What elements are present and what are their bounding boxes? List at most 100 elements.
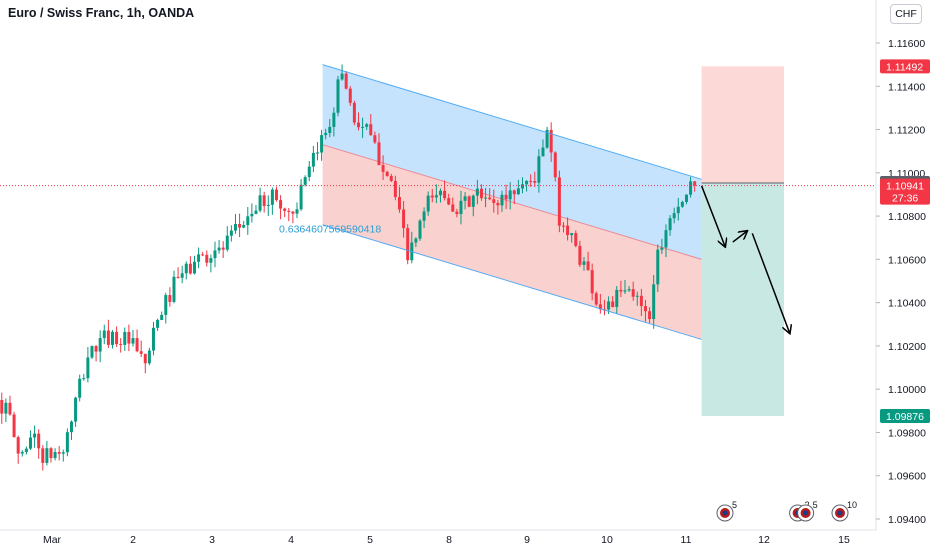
regression-lower-fill (322, 144, 702, 340)
candle-body (123, 331, 127, 345)
candle-body (430, 195, 434, 198)
candle-body (82, 378, 86, 380)
candle-body (160, 314, 164, 320)
candle-body (131, 338, 135, 344)
candle-body (414, 238, 418, 243)
candle-body (197, 254, 201, 262)
candle-body (307, 166, 311, 178)
candle-body (561, 225, 565, 227)
candle-body (447, 198, 451, 205)
candle-body (684, 194, 688, 202)
candle-body (156, 319, 160, 328)
x-tick-label: 9 (524, 534, 530, 546)
candle-body (549, 129, 553, 153)
forecast-arrow (700, 185, 725, 247)
y-tick-label: 1.09600 (888, 471, 926, 483)
candle-body (426, 195, 430, 212)
candle-body (385, 171, 389, 176)
flag-icon-center (803, 510, 809, 516)
currency-button[interactable]: CHF (890, 4, 922, 24)
candle-body (643, 306, 647, 312)
candle-body (352, 102, 356, 123)
candle-body (520, 184, 524, 189)
event-count: 5 (813, 500, 818, 510)
candle-body (590, 270, 594, 294)
candle-body (28, 437, 32, 449)
candle-body (86, 357, 90, 379)
candle-body (328, 126, 332, 133)
price-tag[interactable] (880, 59, 930, 74)
candle-body (213, 250, 217, 259)
candle-body (492, 199, 496, 203)
candle-body (397, 197, 401, 210)
candle-body (607, 301, 611, 310)
flag-icon-center (722, 510, 728, 516)
candle-body (69, 421, 73, 433)
candle-body (672, 213, 676, 219)
time-axis[interactable]: Mar 2 3 4 5 8 9 10 11 12 15 (0, 529, 876, 546)
candle-body (365, 124, 369, 127)
candle-body (377, 142, 381, 166)
candle-body (557, 177, 561, 226)
candle-body (139, 351, 143, 354)
candle-body (16, 437, 20, 454)
candle-body (180, 273, 184, 278)
x-tick-label: 4 (288, 534, 294, 546)
price-tag[interactable] (880, 178, 930, 205)
price-axis-bg (875, 0, 932, 550)
candle-body (188, 263, 192, 274)
candle-body (479, 188, 483, 199)
candle-body (451, 204, 455, 212)
candle-body (545, 129, 549, 148)
candle-body (135, 338, 139, 352)
candle-body (115, 331, 119, 345)
candle-body (127, 331, 131, 344)
candle-body (463, 196, 467, 201)
candle-body (631, 289, 635, 297)
y-tick-label: 1.09400 (888, 514, 926, 526)
candle-body (332, 112, 336, 127)
candle-body (0, 400, 4, 414)
candle-body (529, 180, 533, 182)
candle-body (201, 254, 205, 256)
price-tag[interactable] (880, 409, 930, 424)
price-tag-label: 1.09876 (886, 411, 924, 423)
regression-upper-fill (322, 64, 702, 260)
x-tick-label: 12 (758, 534, 770, 546)
candle-body (324, 132, 328, 136)
candle-body (172, 276, 176, 302)
candle-body (676, 206, 680, 214)
candle-body (233, 223, 237, 231)
regression-channel-label: 0.6364607569590418 (279, 224, 381, 236)
candle-body (291, 211, 295, 214)
candle-body (660, 247, 664, 250)
candle-body (656, 249, 660, 285)
candle-body (176, 276, 180, 278)
candle-body (484, 197, 488, 199)
candle-body (254, 210, 258, 214)
candle-body (24, 448, 28, 453)
y-tick-label: 1.10600 (888, 254, 926, 266)
events-layer[interactable]: 52510 (716, 500, 857, 522)
candles-layer (0, 64, 697, 471)
candle-body (53, 452, 57, 459)
candle-body (619, 289, 623, 292)
candle-body (668, 218, 672, 231)
candle-body (250, 213, 254, 217)
stop-loss-zone[interactable] (701, 66, 784, 183)
candle-body (184, 263, 188, 274)
regression-upper-line (322, 64, 702, 180)
candle-body (164, 295, 168, 315)
candle-body (74, 397, 78, 422)
candle-body (336, 79, 340, 113)
candle-body (217, 247, 221, 251)
candle-body (303, 177, 307, 185)
candle-body (652, 284, 656, 320)
candle-body (402, 209, 406, 229)
price-axis[interactable]: 1.116001.114001.112001.110001.108001.106… (875, 0, 932, 550)
candle-body (143, 353, 147, 364)
candle-body (61, 452, 65, 454)
candle-body (406, 228, 410, 261)
candle-body (393, 180, 397, 198)
